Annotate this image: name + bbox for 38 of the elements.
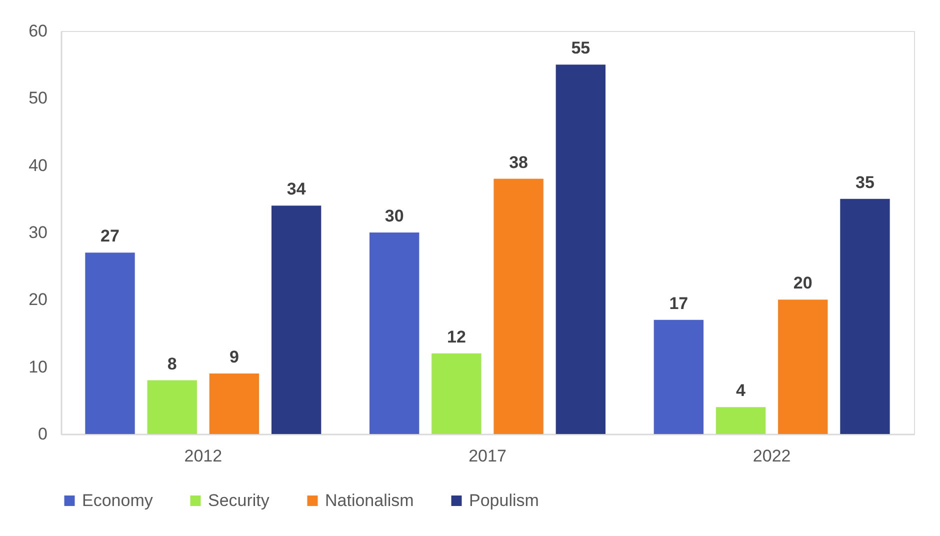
data-label: 4	[736, 381, 746, 400]
bar	[494, 178, 544, 434]
bar	[716, 407, 766, 434]
bar	[370, 232, 420, 434]
legend-label: Economy	[82, 490, 154, 510]
data-label: 34	[286, 180, 306, 199]
bar	[778, 300, 828, 434]
data-label: 8	[167, 354, 177, 374]
data-label: 35	[856, 172, 874, 192]
data-label: 27	[100, 226, 120, 246]
bar	[654, 320, 704, 434]
data-label: 30	[384, 206, 404, 226]
bar	[271, 206, 322, 434]
bar	[556, 64, 606, 434]
y-tick-label: 40	[28, 156, 48, 175]
y-tick-label: 0	[38, 424, 48, 444]
y-tick-label: 50	[28, 88, 48, 108]
bar	[432, 353, 482, 434]
y-tick-label: 30	[28, 223, 48, 242]
x-tick-label: 2017	[468, 446, 506, 466]
data-label: 55	[571, 38, 590, 58]
data-label: 38	[509, 152, 528, 172]
data-label: 20	[793, 274, 812, 293]
y-tick-label: 60	[28, 22, 48, 40]
bar	[147, 380, 197, 434]
legend-label: Security	[208, 490, 270, 510]
x-tick-label: 2012	[184, 446, 222, 466]
y-tick-label: 10	[28, 357, 48, 376]
legend-label: Populism	[469, 490, 539, 510]
bar	[840, 198, 890, 434]
legend-label: Nationalism	[325, 490, 414, 510]
data-label: 12	[446, 327, 466, 346]
data-label: 17	[669, 294, 688, 313]
bar	[209, 374, 260, 434]
y-tick-label: 20	[28, 290, 48, 310]
x-tick-label: 2022	[752, 446, 791, 466]
bar	[85, 252, 135, 434]
data-label: 9	[229, 348, 239, 367]
